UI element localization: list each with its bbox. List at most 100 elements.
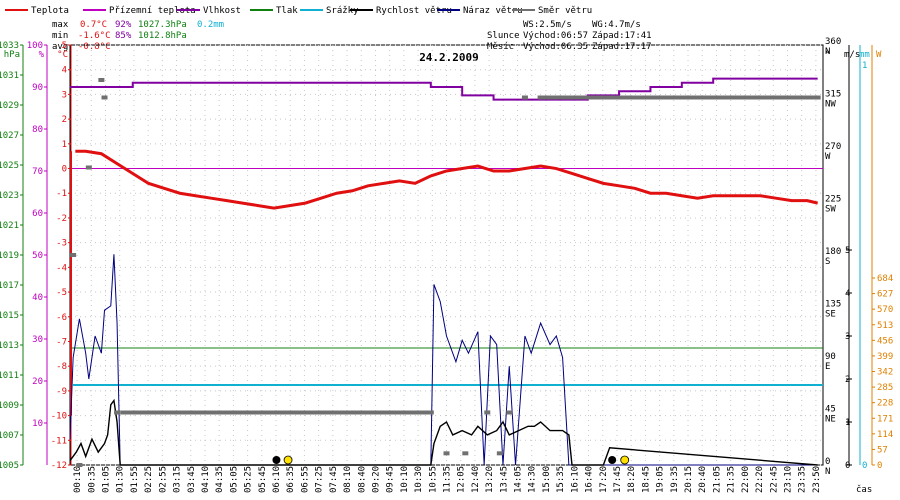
humidity-tick-label: 20	[32, 377, 43, 387]
temp-tick-label: -12	[51, 461, 67, 471]
time-tick-label: 03:15	[173, 466, 183, 493]
temp-tick-label: -9	[56, 387, 67, 397]
humidity-tick-label: 80	[32, 125, 43, 135]
moon-label: Měsíc	[487, 42, 514, 52]
humidity-tick-label: 50	[32, 251, 43, 261]
temp-tick-label: -5	[56, 288, 67, 298]
direction-tick-deg: 90	[825, 352, 836, 362]
hpa-tick-label: 1031	[0, 71, 19, 81]
temp-tick-label: 4	[62, 66, 67, 76]
moon-marker	[608, 456, 617, 464]
time-tick-label: 20:40	[698, 466, 708, 493]
time-tick-label: 20:15	[684, 466, 694, 493]
time-tick-label: 09:20	[371, 466, 381, 493]
legend-label: Směr větru	[538, 6, 592, 16]
chart-title: 24.2.2009	[419, 51, 479, 64]
time-tick-label: 06:35	[286, 466, 296, 493]
stats-max-temp: 0.7°C	[80, 20, 107, 30]
stats-min-label: min	[52, 31, 68, 41]
solar-tick-label: 456	[877, 336, 893, 346]
legend-label: Tlak	[276, 6, 298, 16]
temp-tick-label: 3	[62, 90, 67, 100]
temp-tick-label: 1	[62, 140, 67, 150]
time-tick-label: 02:55	[158, 466, 168, 493]
time-tick-label: 18:20	[627, 466, 637, 493]
time-tick-label: 10:10	[400, 466, 410, 493]
temp-tick-label: 2	[62, 115, 67, 125]
moon-set: Západ:17:17	[592, 42, 652, 52]
hpa-tick-label: 1013	[0, 341, 19, 351]
stats-min-press: 1012.8hPa	[138, 31, 187, 41]
time-tick-label: 01:30	[116, 466, 126, 493]
hpa-tick-label: 1023	[0, 191, 19, 201]
time-tick-label: 13:45	[499, 466, 509, 493]
time-tick-label: 00:35	[87, 466, 97, 493]
time-tick-label: 06:10	[272, 466, 282, 493]
wind-direction-point	[521, 95, 528, 100]
hpa-tick-label: 1015	[0, 311, 19, 321]
solar-tick-label: 513	[877, 321, 893, 331]
stats-min-hum: 85%	[115, 31, 132, 41]
hpa-tick-label: 1017	[0, 281, 19, 291]
time-tick-label: 21:35	[727, 466, 737, 493]
temp-tick-label: 5	[62, 41, 67, 51]
grid	[69, 44, 824, 466]
stats-avg-temp: -0.8°C	[78, 42, 111, 52]
direction-tick-deg: 135	[825, 300, 841, 310]
wind-gust-line	[69, 254, 818, 466]
time-tick-label: 07:45	[329, 466, 339, 493]
hpa-tick-label: 1033	[0, 41, 19, 51]
hpa-tick-label: 1019	[0, 251, 19, 261]
astro-markers	[272, 455, 630, 465]
axes: hPa1005100710091011101310151017101910211…	[0, 37, 893, 493]
wind-direction-point	[496, 451, 503, 456]
series	[69, 77, 823, 467]
humidity-tick-label: 100	[27, 41, 43, 51]
time-tick-label: 08:40	[357, 466, 367, 493]
time-tick-label: 11:35	[443, 466, 453, 493]
stats-max-rain: 0.2mm	[197, 20, 224, 30]
time-tick-label: 22:20	[755, 466, 765, 493]
time-tick-label: 00:10	[73, 466, 83, 493]
wind-direction-point	[85, 165, 92, 170]
time-tick-label: 15:00	[542, 466, 552, 493]
temperature-line	[75, 149, 819, 210]
time-tick-label: 02:25	[144, 466, 154, 493]
direction-tick-deg: 225	[825, 195, 841, 205]
solar-tick-label: 399	[877, 352, 893, 362]
direction-tick-deg: 360	[825, 37, 841, 47]
solar-tick-label: 342	[877, 368, 893, 378]
time-tick-label: 12:40	[471, 466, 481, 493]
time-tick-label: 04:10	[201, 466, 211, 493]
time-tick-label: 17:20	[599, 466, 609, 493]
time-tick-label: 18:45	[641, 466, 651, 493]
time-tick-label: 12:05	[457, 466, 467, 493]
time-tick-label: 14:05	[514, 466, 524, 493]
sun-rise: Východ:06:57	[523, 31, 588, 41]
solar-tick-label: 0	[877, 461, 882, 471]
solar-tick-label: 570	[877, 305, 893, 315]
rain-axis-unit: mm	[859, 50, 870, 60]
humidity-tick-label: 70	[32, 167, 43, 177]
solar-tick-label: 684	[877, 274, 893, 284]
stats-avg-label: avg	[52, 42, 68, 52]
time-tick-label: 09:45	[386, 466, 396, 493]
time-tick-label: 05:45	[258, 466, 268, 493]
sun-set: Západ:17:41	[592, 31, 652, 41]
time-tick-label: 19:35	[670, 466, 680, 493]
legend-label: Přízemní teplota	[109, 6, 196, 16]
solar-tick-label: 114	[877, 430, 893, 440]
time-tick-label: 01:55	[130, 466, 140, 493]
time-tick-label: 17:45	[613, 466, 623, 493]
direction-tick-dir: NE	[825, 415, 836, 425]
time-tick-label: 16:40	[585, 466, 595, 493]
direction-tick-dir: N	[825, 467, 830, 477]
direction-tick-dir: W	[825, 152, 831, 162]
humidity-tick-label: 10	[32, 419, 43, 429]
humidity-tick-label: 30	[32, 335, 43, 345]
time-tick-label: 05:25	[244, 466, 254, 493]
time-tick-label: 10:30	[414, 466, 424, 493]
humidity-tick-label: 90	[32, 83, 43, 93]
humidity-tick-label: 40	[32, 293, 43, 303]
